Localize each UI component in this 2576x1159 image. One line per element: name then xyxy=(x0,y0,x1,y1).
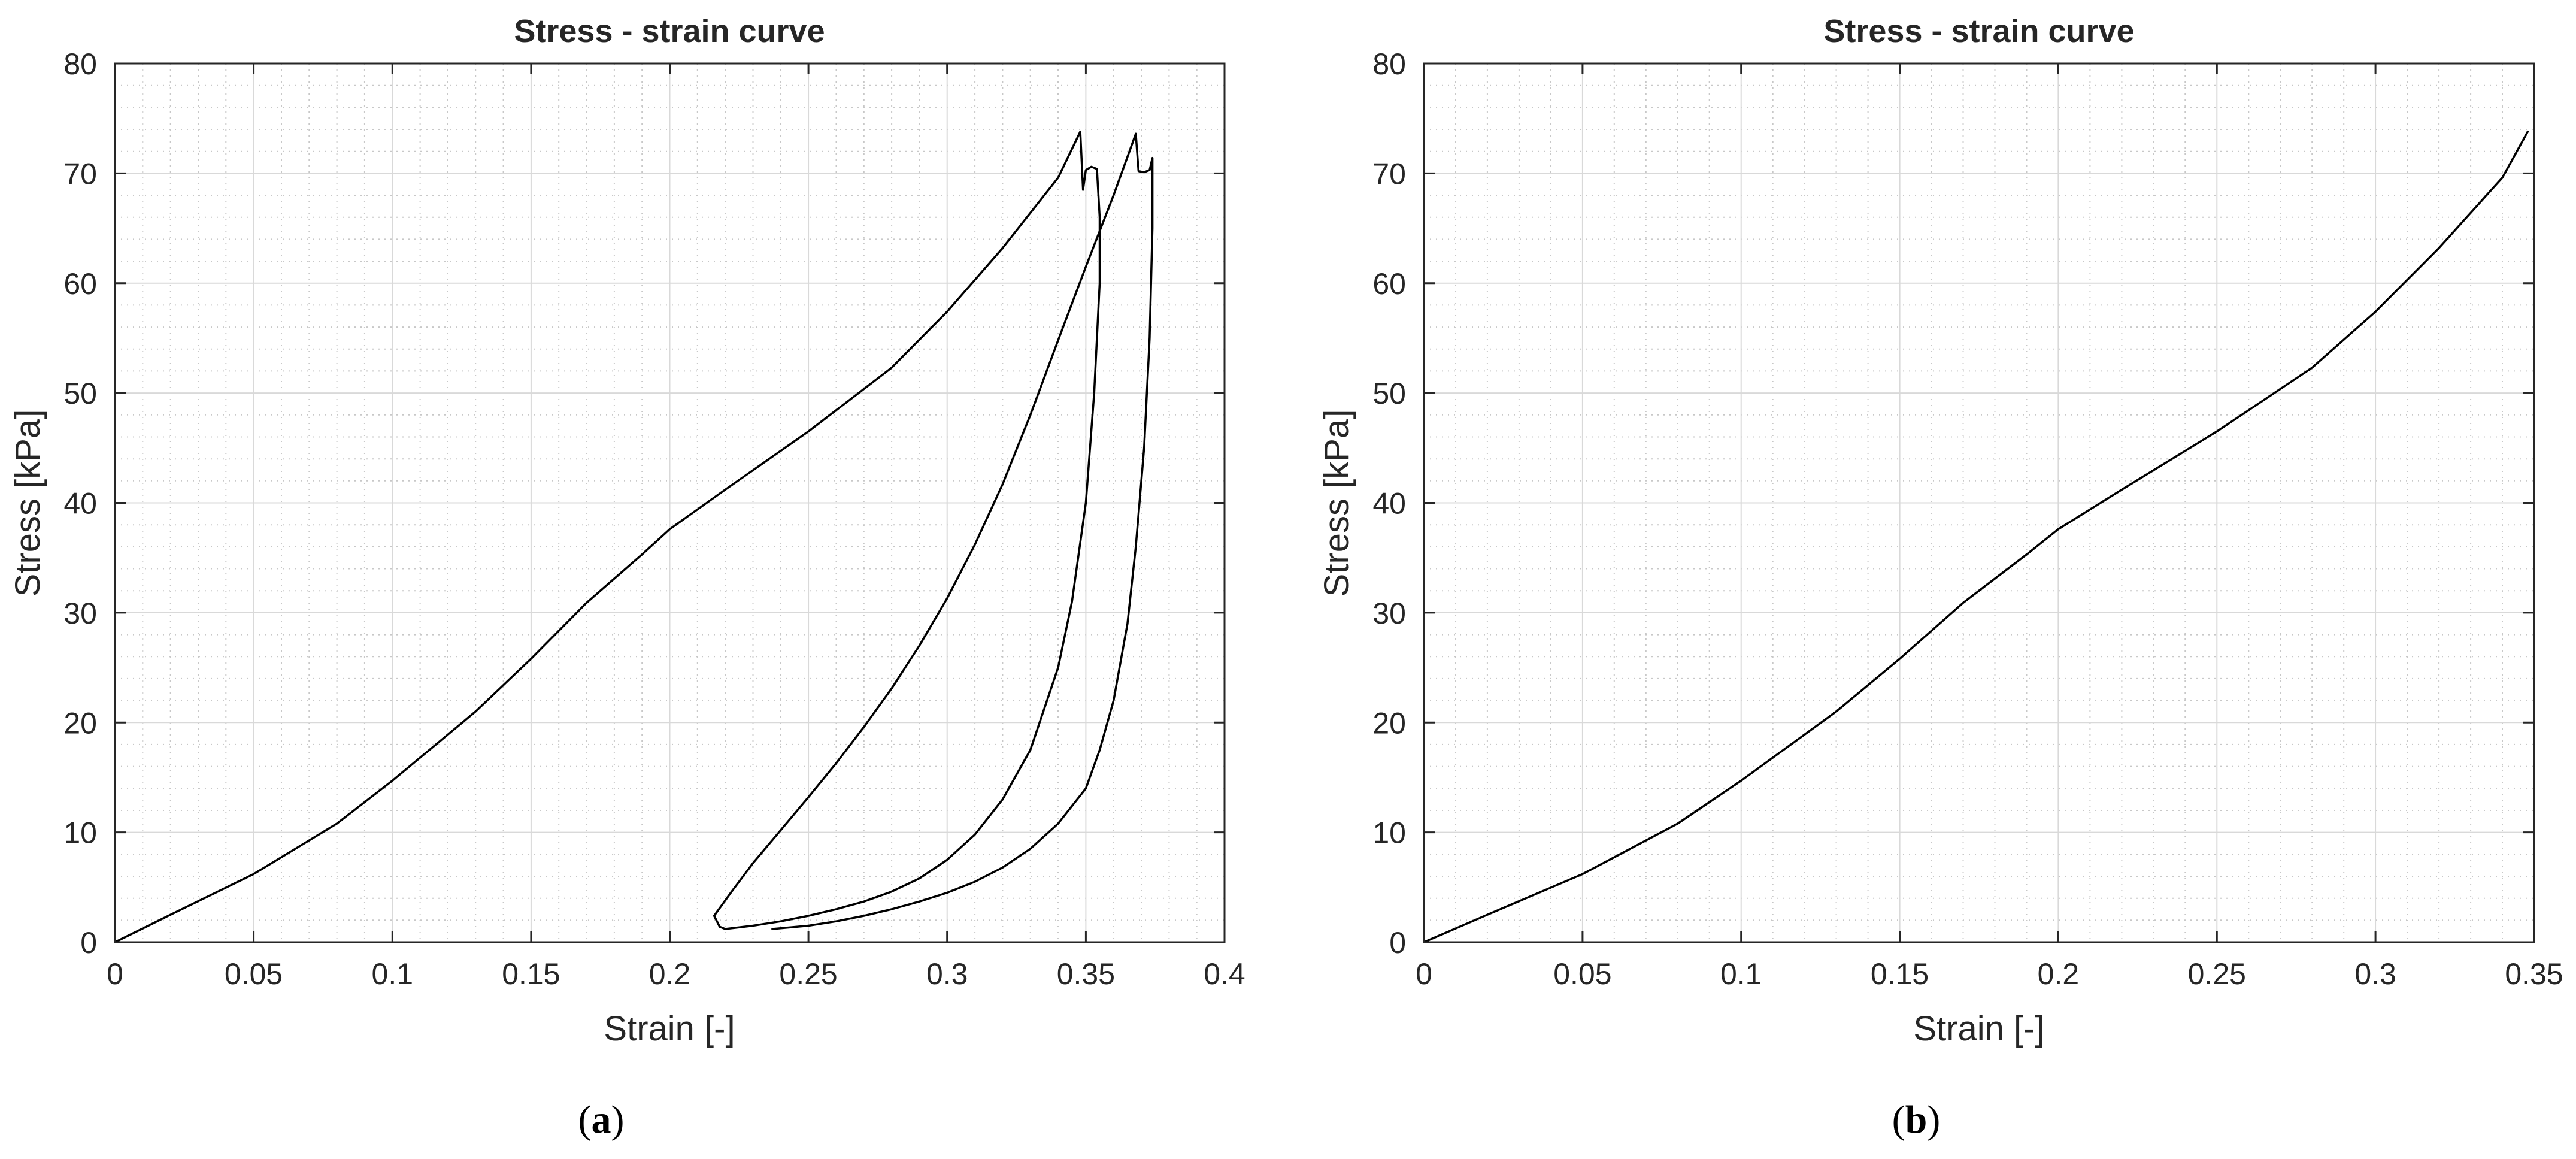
panel-a-y-tick-label: 60 xyxy=(63,267,97,301)
panel-a-series-drop-and-unloading-2 xyxy=(771,132,1154,930)
panel-a-x-tick-label: 0 xyxy=(107,957,123,991)
panel-b-x-tick-label: 0.3 xyxy=(2354,957,2396,991)
panel-a-x-tick-label: 0.3 xyxy=(926,957,968,991)
panel-a-x-tick-labels: 0 0.05 0.1 0.15 0.2 0.25 0.3 0.35 0.4 xyxy=(107,957,1245,991)
panel-b-x-tick-labels: 0 0.05 0.1 0.15 0.2 0.25 0.3 0.35 xyxy=(1416,957,2563,991)
panel-a-y-tick-label: 80 xyxy=(63,47,97,81)
panel-a-x-tick-label: 0.2 xyxy=(649,957,691,991)
panel-b-y-axis-label: Stress [kPa] xyxy=(1317,410,1356,597)
panel-b-ticks xyxy=(1423,62,2535,943)
panel-a-x-tick-label: 0.1 xyxy=(372,957,414,991)
panel-a-x-tick-label: 0.25 xyxy=(779,957,837,991)
panel-a-x-tick-label: 0.35 xyxy=(1057,957,1115,991)
panel-a-y-axis-label: Stress [kPa] xyxy=(8,410,47,597)
panel-a-x-tick-label: 0.4 xyxy=(1204,957,1245,991)
panel-b-x-axis-label: Strain [-] xyxy=(1913,1009,2044,1048)
panel-b: Stress - strain curve 0 0.05 0.1 0.15 0.2 0.2… xyxy=(1317,13,2563,1142)
panel-b-x-tick-label: 0.15 xyxy=(1871,957,1929,991)
panel-a-series-reloading-cycle-2 xyxy=(713,132,1137,928)
panel-a-caption-letter: a xyxy=(592,1098,611,1142)
panel-b-series-loading xyxy=(1423,130,2529,943)
panel-a-title: Stress - strain curve xyxy=(514,13,825,49)
panel-b-x-tick-label: 0.2 xyxy=(2038,957,2080,991)
panel-a-y-tick-label: 50 xyxy=(63,377,97,410)
panel-b-y-tick-label: 50 xyxy=(1372,377,1406,410)
panel-b-y-tick-label: 0 xyxy=(1389,926,1406,960)
panel-a-series xyxy=(114,130,1154,943)
panel-b-y-tick-label: 60 xyxy=(1372,267,1406,301)
panel-b-y-tick-label: 10 xyxy=(1372,816,1406,850)
panel-a-y-tick-label: 40 xyxy=(63,487,97,521)
panel-b-caption: (b) xyxy=(1892,1098,1941,1142)
panel-a-y-tick-label: 20 xyxy=(63,706,97,740)
panel-b-y-tick-label: 80 xyxy=(1372,47,1406,81)
panel-a-series-drop-and-unloading-1 xyxy=(719,130,1101,930)
panel-a-y-tick-label: 70 xyxy=(63,157,97,190)
panel-b-y-tick-label: 20 xyxy=(1372,706,1406,740)
panel-b-x-tick-label: 0.05 xyxy=(1553,957,1611,991)
panel-b-title: Stress - strain curve xyxy=(1823,13,2134,49)
panel-a: Stress - strain curve 0 0.05 0.1 0.15 0.2 0.2… xyxy=(8,13,1245,1142)
panel-b-y-tick-label: 40 xyxy=(1372,487,1406,521)
panel-a-x-axis-label: Strain [-] xyxy=(604,1009,735,1048)
panel-a-y-tick-label: 0 xyxy=(80,926,97,960)
panel-a-x-tick-label: 0.15 xyxy=(502,957,560,991)
panel-b-x-tick-label: 0.25 xyxy=(2188,957,2246,991)
panel-b-x-tick-label: 0 xyxy=(1416,957,1432,991)
panel-b-y-tick-label: 30 xyxy=(1372,597,1406,630)
panel-b-x-tick-label: 0.1 xyxy=(1720,957,1762,991)
panel-b-caption-letter: b xyxy=(1905,1098,1928,1142)
panel-a-y-tick-label: 30 xyxy=(63,597,97,630)
panel-a-series-loading-cycle-1 xyxy=(114,130,1081,943)
panel-b-series xyxy=(1423,130,2529,943)
panel-a-ticks xyxy=(114,62,1226,943)
panel-b-y-tick-label: 70 xyxy=(1372,157,1406,190)
panel-a-y-tick-labels: 0 10 20 30 40 50 60 70 80 xyxy=(63,47,97,960)
panel-a-caption: (a) xyxy=(578,1098,625,1142)
panel-a-y-tick-label: 10 xyxy=(63,816,97,850)
panel-b-x-tick-label: 0.35 xyxy=(2505,957,2563,991)
panel-b-y-tick-labels: 0 10 20 30 40 50 60 70 80 xyxy=(1372,47,1406,960)
panel-a-x-tick-label: 0.05 xyxy=(225,957,283,991)
